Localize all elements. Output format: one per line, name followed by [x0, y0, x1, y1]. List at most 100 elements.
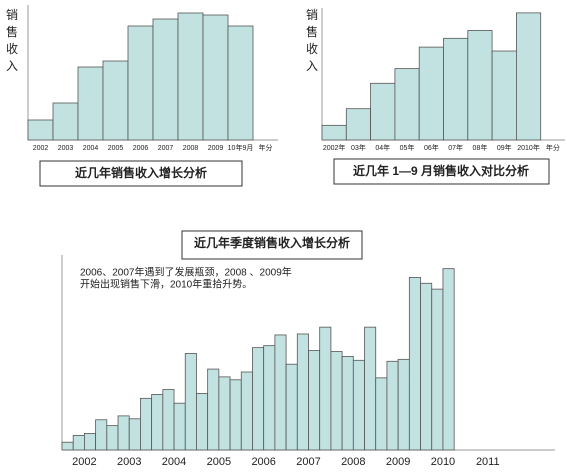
x-tick-label: 2008	[341, 456, 365, 467]
bar	[418, 46, 444, 141]
bar	[229, 379, 242, 451]
x-tick-label: 2003	[58, 145, 74, 152]
bar	[27, 119, 54, 141]
bar	[227, 25, 254, 141]
bar	[319, 326, 332, 451]
bar	[84, 433, 97, 451]
x-tick-label: 2007	[158, 145, 174, 152]
bar	[420, 282, 433, 451]
bar	[364, 326, 377, 451]
x-tick-label: 10年9月	[228, 143, 254, 152]
x-tick-label: 2002	[72, 456, 96, 467]
x-tick-label: 2003	[117, 456, 141, 467]
x-tick-label: 2010	[431, 456, 455, 467]
bar	[252, 347, 265, 451]
bar	[128, 418, 141, 451]
bar	[152, 18, 179, 141]
x-tick-label: 09年	[497, 143, 512, 152]
bar	[177, 12, 204, 141]
bar	[491, 50, 517, 141]
x-tick-label: 04年	[375, 143, 390, 152]
x-tick-label: 2004	[83, 145, 99, 152]
bar	[240, 371, 253, 451]
bar	[184, 353, 197, 451]
bar	[173, 402, 186, 451]
bar	[375, 377, 388, 451]
bar	[321, 124, 347, 141]
bar	[151, 394, 164, 451]
x-tick-label: 2004	[162, 456, 186, 467]
bar	[52, 102, 79, 141]
bar	[431, 288, 444, 451]
caption-box	[39, 160, 243, 187]
bar	[345, 108, 371, 141]
bar	[127, 25, 154, 141]
bar	[516, 12, 542, 141]
bar	[442, 268, 455, 451]
annotation: 开始出现销售下滑，2010年重拾升势。	[80, 278, 252, 291]
x-tick-label: 2006	[133, 145, 149, 152]
x-tick-label: 2005	[108, 145, 124, 152]
y-label: 销	[306, 8, 318, 22]
x-tick-label: 2005	[207, 456, 231, 467]
bar	[77, 66, 104, 141]
x-tick-label: 2008	[183, 145, 199, 152]
x-tick-label: 2011	[476, 456, 500, 467]
x-tick-label: 2009	[386, 456, 410, 467]
bar	[443, 37, 469, 141]
chart-title: 近几年季度销售收入增长分析	[194, 235, 350, 250]
bar	[394, 68, 420, 141]
bar	[207, 368, 220, 451]
caption: 近几年 1—9 月销售收入对比分析	[353, 163, 529, 178]
bar	[263, 345, 276, 451]
bar	[370, 82, 396, 141]
bar	[285, 363, 298, 451]
bar	[95, 419, 108, 451]
bar	[202, 14, 229, 141]
bar	[61, 441, 74, 451]
bar	[296, 333, 309, 451]
bar	[162, 389, 175, 451]
bar	[397, 358, 410, 451]
bar	[196, 393, 209, 451]
y-label: 销	[6, 8, 18, 22]
bar	[274, 334, 287, 451]
annotation: 2006、2007年遇到了发展瓶颈，2008 、2009年	[80, 266, 292, 279]
bar	[72, 434, 85, 451]
bar	[341, 355, 354, 451]
y-label: 售	[306, 24, 318, 39]
caption-box	[333, 158, 550, 185]
bar	[218, 376, 231, 451]
title-box	[181, 230, 363, 260]
bar	[467, 30, 493, 141]
bar	[352, 359, 365, 451]
x-tick-label: 05年	[400, 143, 415, 152]
y-label: 售	[6, 24, 18, 39]
x-tick-label: 03年	[351, 143, 366, 152]
y-label: 收	[6, 42, 18, 56]
bar	[117, 415, 130, 451]
x-tick-label: 2010年	[517, 143, 540, 152]
x-tick-label: 07年	[448, 143, 463, 152]
y-label: 收	[306, 42, 318, 56]
y-label: 入	[306, 59, 318, 73]
x-unit: 年分	[259, 143, 273, 152]
bar	[308, 350, 321, 451]
x-unit: 年分	[546, 143, 560, 152]
y-label: 入	[6, 59, 18, 73]
x-tick-label: 2002	[33, 145, 49, 152]
x-tick-label: 06年	[424, 143, 439, 152]
bar	[140, 397, 153, 451]
bar	[106, 425, 119, 451]
bar	[102, 60, 129, 141]
x-tick-label: 2007	[296, 456, 320, 467]
x-tick-label: 2002年	[323, 143, 346, 152]
caption: 近几年销售收入增长分析	[75, 165, 207, 180]
x-tick-label: 08年	[473, 143, 488, 152]
x-tick-label: 2009	[208, 145, 224, 152]
bar	[386, 360, 399, 451]
x-tick-label: 2006	[251, 456, 275, 467]
bar	[408, 277, 421, 451]
bar	[330, 351, 343, 451]
